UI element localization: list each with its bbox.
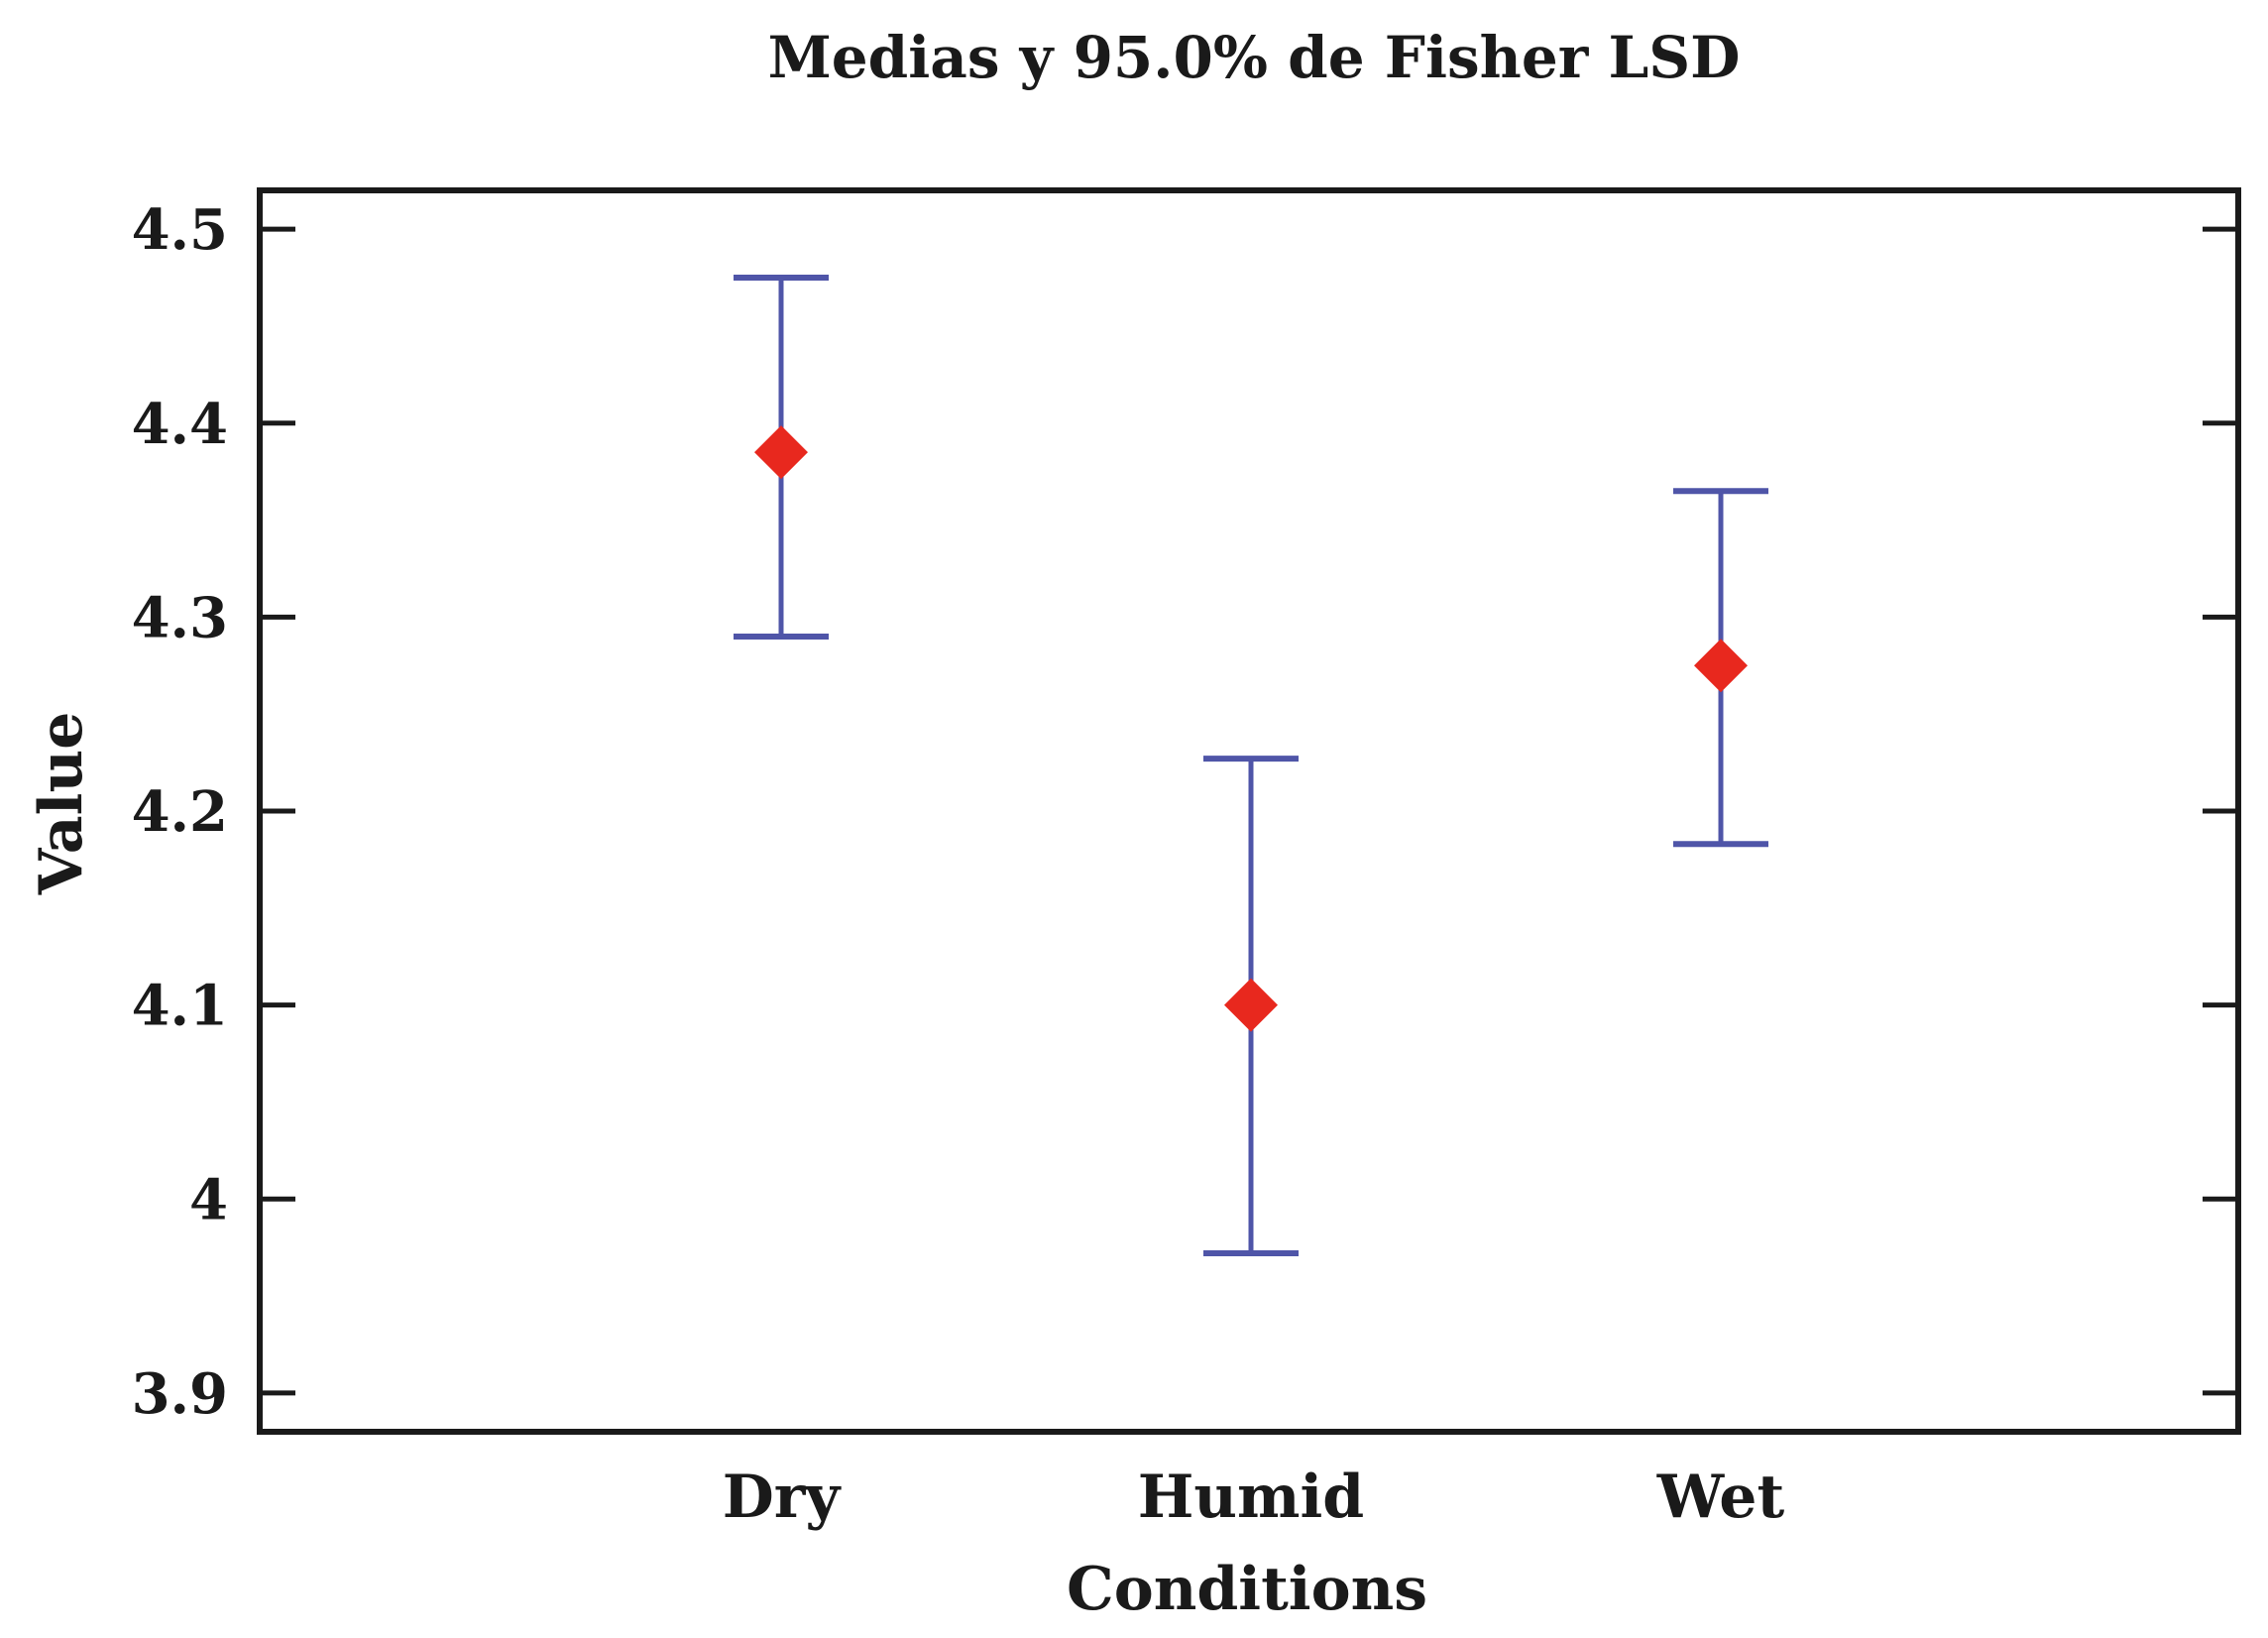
mean-marker [1694, 639, 1748, 693]
mean-markers [754, 425, 1748, 1032]
y-axis-label: Value [27, 712, 96, 896]
y-tick-label: 4 [189, 1167, 228, 1232]
y-tick-label: 3.9 [132, 1361, 228, 1427]
y-tick-label: 4.3 [132, 585, 228, 650]
y-tick-label: 4.4 [132, 392, 228, 457]
y-tick-label: 4.5 [132, 197, 228, 263]
x-tick-label: Humid [1138, 1462, 1365, 1532]
x-axis-label: Conditions [1067, 1555, 1427, 1624]
mean-marker [754, 425, 808, 480]
chart-title: Medias y 95.0% de Fisher LSD [768, 24, 1741, 91]
y-axis: 3.9 4 4.1 4.2 4.3 4.4 4.5 [132, 197, 2238, 1427]
mean-marker [1224, 978, 1278, 1032]
x-tick-label: Wet [1656, 1462, 1785, 1532]
y-tick-label: 4.2 [132, 779, 228, 845]
y-tick-label: 4.1 [132, 974, 228, 1039]
x-axis: Dry Humid Wet [723, 1462, 1785, 1532]
x-tick-label: Dry [723, 1462, 843, 1532]
